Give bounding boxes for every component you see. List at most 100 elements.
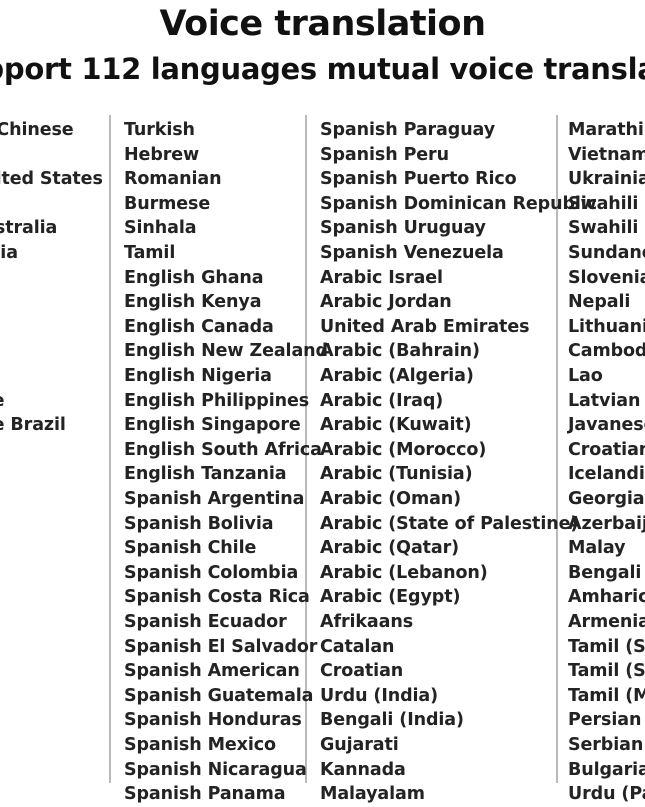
language-item[interactable]: Spanish Chile	[124, 538, 257, 559]
language-item[interactable]: Urdu (India)	[320, 685, 439, 706]
language-item[interactable]: Slovenian	[568, 267, 645, 288]
language-item[interactable]: Tamil (Malaysia)	[568, 685, 645, 706]
language-item[interactable]: Croatian	[320, 661, 404, 682]
language-item[interactable]: Arabic (Oman)	[320, 489, 462, 509]
language-item[interactable]: Spanish Costa Rica	[124, 587, 310, 608]
language-item[interactable]: Spanish El Salvador	[124, 636, 318, 657]
language-item[interactable]: Javanese	[568, 415, 645, 436]
language-column-4: Marathi Vietnamese Ukrainian Swahili (Kenya…	[568, 110, 645, 804]
language-item[interactable]: Spanish Mexico	[124, 735, 276, 755]
language-item[interactable]: Urdu (Pakistan)	[568, 784, 645, 805]
language-item[interactable]: Arabic (Lebanon)	[320, 562, 488, 583]
language-item[interactable]: Arabic (Kuwait)	[320, 415, 472, 436]
language-item[interactable]: Croatian	[568, 439, 645, 460]
language-item[interactable]: Simplified Chinese	[0, 120, 74, 140]
column-divider-2	[305, 115, 307, 783]
language-item[interactable]: Spanish Nicaragua	[124, 759, 307, 780]
language-item[interactable]: Tamil	[124, 243, 176, 263]
language-item[interactable]: English Ghana	[124, 267, 264, 288]
language-column-2: Turkish Hebrew Romanian Burmese Sinhala Tamil…	[124, 110, 328, 804]
language-item[interactable]: Arabic (Qatar)	[320, 538, 460, 559]
language-item[interactable]: English India	[0, 243, 18, 263]
language-item[interactable]: English Canada	[124, 316, 274, 337]
language-item[interactable]: Arabic (State of Palestine)	[320, 513, 579, 534]
language-item[interactable]: Nepali	[568, 292, 631, 313]
language-item[interactable]: Lao	[568, 366, 603, 386]
language-item[interactable]: Arabic (Egypt)	[320, 587, 461, 608]
language-item[interactable]: Malayalam	[320, 784, 425, 805]
language-item[interactable]: Spanish Colombia	[124, 562, 299, 583]
language-item[interactable]: Sundanese	[568, 243, 645, 263]
language-item[interactable]: Arabic (Morocco)	[320, 439, 487, 460]
column-divider-1	[109, 115, 111, 783]
language-item[interactable]: Swahili	[568, 218, 639, 239]
language-item[interactable]: Bengali (India)	[320, 710, 464, 731]
language-item[interactable]: Spanish Puerto Rico	[320, 169, 517, 190]
language-item[interactable]: Portuguese Brazil	[0, 415, 66, 436]
language-columns: Simplified ChineseJapaneseEnglish United…	[0, 110, 645, 804]
language-item[interactable]: Tamil (Sri Lanka)	[568, 661, 645, 682]
language-item[interactable]: Arabic (Algeria)	[320, 366, 474, 386]
language-item[interactable]: Arabic (Iraq)	[320, 390, 444, 411]
language-item[interactable]: English Philippines	[124, 390, 310, 411]
language-item[interactable]: Spanish Honduras	[124, 710, 302, 731]
language-item[interactable]: English United States	[0, 169, 103, 190]
language-item[interactable]: Lithuanian	[568, 316, 645, 337]
language-item[interactable]: Tamil (Singapore)	[568, 636, 645, 657]
language-item[interactable]: Arabic Jordan	[320, 292, 452, 313]
language-item[interactable]: Spanish Paraguay	[320, 120, 496, 140]
language-item[interactable]: Kannada	[320, 759, 406, 780]
language-item[interactable]: Bengali	[568, 562, 642, 583]
language-item[interactable]: English Tanzania	[124, 464, 287, 485]
language-item[interactable]: Spanish Ecuador	[124, 612, 287, 632]
language-item[interactable]: English Singapore	[124, 415, 301, 436]
language-item[interactable]: Swahili (Kenya)	[568, 193, 645, 214]
language-item[interactable]: Ukrainian	[568, 169, 645, 190]
language-item[interactable]: Cambodian	[568, 341, 645, 362]
column-divider-3	[556, 115, 558, 783]
language-item[interactable]: Spanish Bolivia	[124, 513, 274, 534]
language-item[interactable]: Afrikaans	[320, 612, 414, 632]
language-item[interactable]: Romanian	[124, 169, 222, 190]
language-item[interactable]: Spanish American	[124, 661, 300, 682]
language-item[interactable]: Armenian	[568, 612, 645, 632]
language-item[interactable]: Vietnamese	[568, 144, 645, 165]
language-item[interactable]: Spanish Guatemala	[124, 685, 314, 706]
language-item[interactable]: Arabic Israel	[320, 267, 443, 288]
language-item[interactable]: Spanish Peru	[320, 144, 449, 165]
language-item[interactable]: Persian (Iran)	[568, 710, 645, 731]
page-subtitle: Support 112 languages mutual voice trans…	[0, 52, 645, 86]
language-item[interactable]: United Arab Emirates	[320, 316, 530, 337]
language-item[interactable]: English Australia	[0, 218, 58, 239]
language-item[interactable]: Portuguese	[0, 391, 5, 411]
language-item[interactable]: Turkish	[124, 120, 195, 140]
language-item[interactable]: Arabic (Tunisia)	[320, 464, 473, 485]
language-item[interactable]: English South Africa	[124, 439, 322, 460]
language-item[interactable]: Spanish Argentina	[124, 489, 305, 509]
language-item[interactable]: Burmese	[124, 193, 211, 214]
language-item[interactable]: Spanish Panama	[124, 784, 286, 805]
language-item[interactable]: Spanish Venezuela	[320, 243, 504, 263]
language-item[interactable]: Azerbaijani	[568, 513, 645, 534]
language-item[interactable]: Latvian	[568, 390, 641, 411]
language-item[interactable]: Gujarati	[320, 735, 399, 755]
language-item[interactable]: Bulgarian	[568, 759, 645, 780]
page-header: Voice translation Support 112 languages …	[0, 0, 645, 100]
language-item[interactable]: Catalan	[320, 636, 395, 657]
language-item[interactable]: Marathi	[568, 120, 644, 140]
language-item[interactable]: Serbian	[568, 735, 644, 755]
language-item[interactable]: Hebrew	[124, 144, 200, 165]
language-item[interactable]: Spanish Dominican Republic	[320, 193, 597, 214]
language-item[interactable]: Arabic (Bahrain)	[320, 341, 480, 362]
language-item[interactable]: Icelandic	[568, 464, 645, 485]
language-item[interactable]: Amharic	[568, 587, 645, 608]
language-item[interactable]: Malay	[568, 538, 626, 559]
language-item[interactable]: Spanish Uruguay	[320, 218, 486, 239]
language-item[interactable]: Georgian	[568, 489, 645, 509]
language-column-1: Simplified ChineseJapaneseEnglish United…	[0, 110, 103, 782]
language-item[interactable]: English Nigeria	[124, 366, 272, 386]
language-item[interactable]: Sinhala	[124, 218, 197, 239]
language-item[interactable]: English Kenya	[124, 292, 262, 313]
language-item[interactable]: English New Zealand	[124, 341, 328, 362]
